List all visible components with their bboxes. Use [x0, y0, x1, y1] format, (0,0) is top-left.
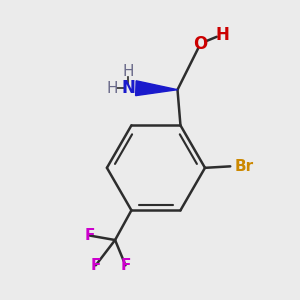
Text: F: F	[91, 258, 101, 273]
Text: F: F	[120, 258, 131, 273]
Text: F: F	[85, 228, 95, 243]
Text: Br: Br	[235, 159, 254, 174]
Text: O: O	[193, 34, 207, 52]
Text: N: N	[122, 79, 135, 97]
Text: H: H	[106, 81, 118, 96]
Text: H: H	[215, 26, 229, 44]
Text: H: H	[123, 64, 134, 80]
Polygon shape	[136, 81, 178, 96]
